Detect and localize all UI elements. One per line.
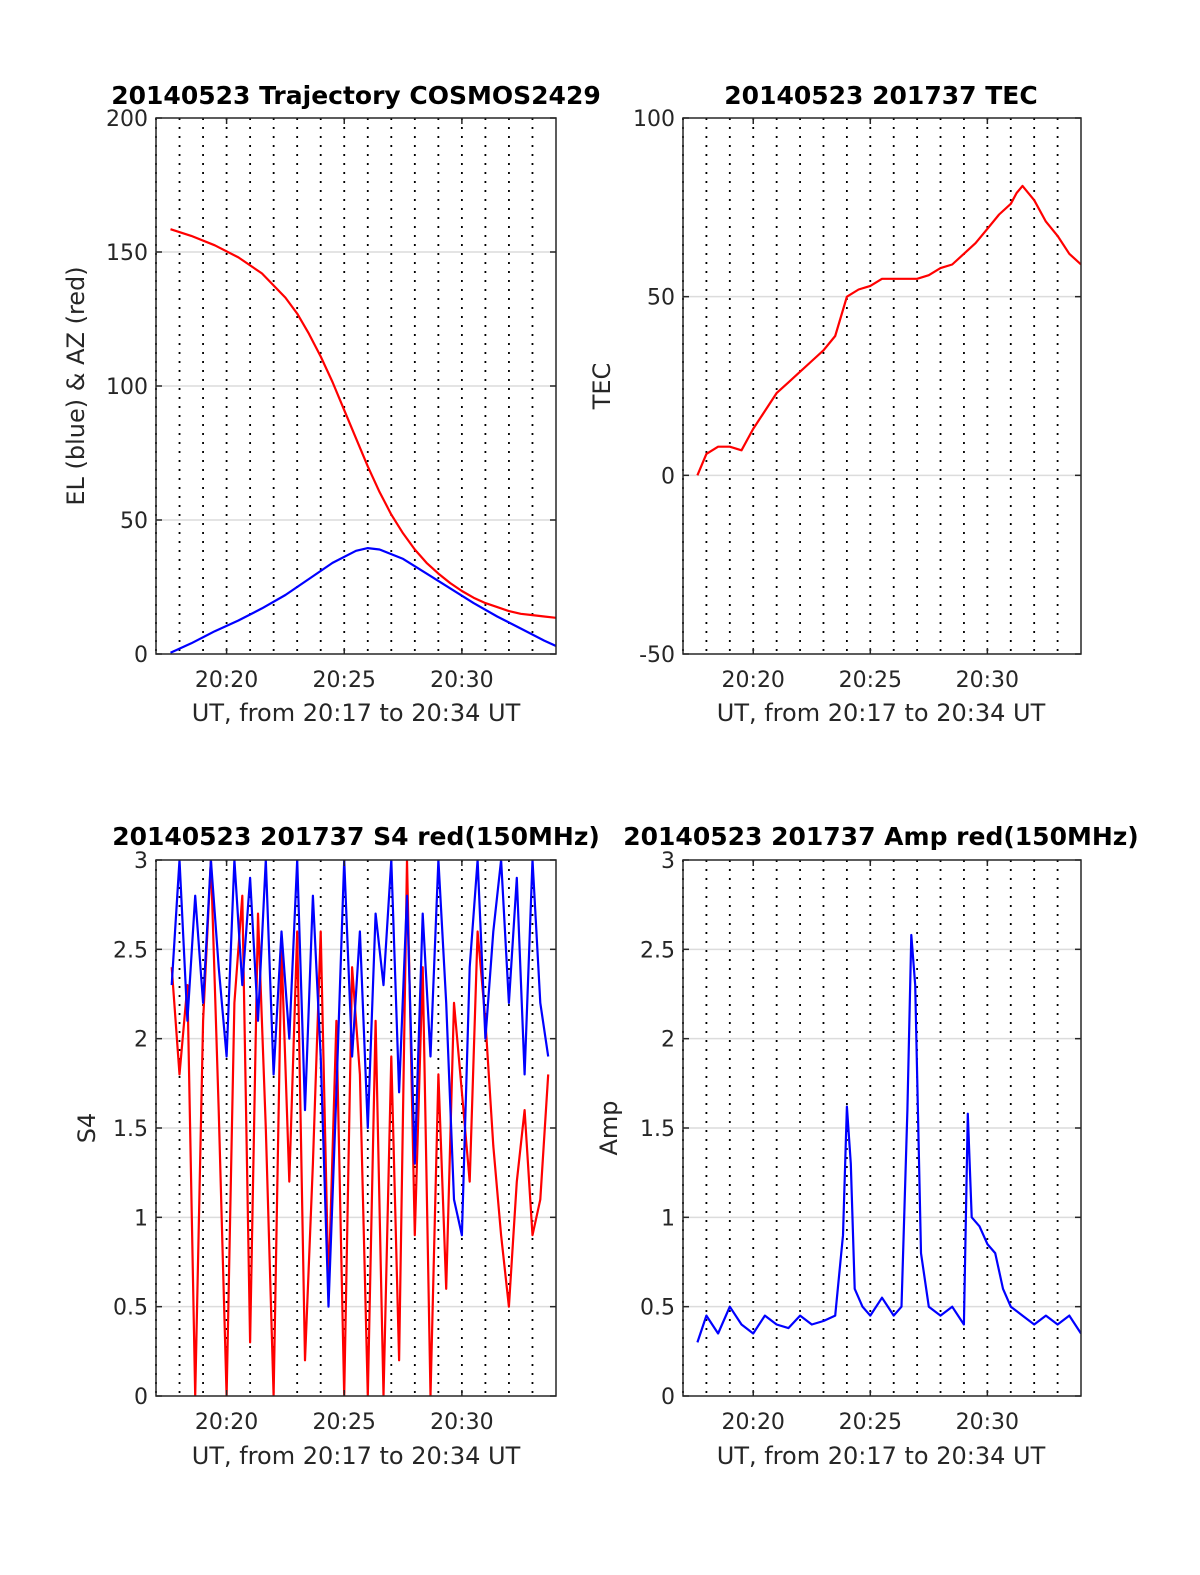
y-tick-label: 50 bbox=[120, 509, 148, 534]
x-tick-label: 20:20 bbox=[722, 1410, 785, 1435]
y-tick-label: 0.5 bbox=[640, 1296, 675, 1321]
x-axis-label: UT, from 20:17 to 20:34 UT bbox=[717, 699, 1046, 727]
x-axis-label: UT, from 20:17 to 20:34 UT bbox=[192, 699, 521, 727]
x-tick-label: 20:30 bbox=[956, 668, 1019, 693]
y-tick-label: 1.5 bbox=[640, 1117, 675, 1142]
y-tick-label: 150 bbox=[106, 241, 148, 266]
y-tick-label: -50 bbox=[639, 643, 675, 668]
x-tick-label: 20:30 bbox=[430, 1410, 493, 1435]
y-tick-label: 1 bbox=[134, 1206, 148, 1231]
y-axis-label: TEC bbox=[588, 363, 616, 411]
y-axis-label: S4 bbox=[73, 1113, 101, 1144]
series-line bbox=[696, 933, 1081, 1343]
series-line bbox=[170, 228, 556, 619]
x-tick-label: 20:25 bbox=[313, 668, 376, 693]
y-tick-label: 100 bbox=[106, 375, 148, 400]
x-tick-label: 20:25 bbox=[839, 668, 902, 693]
x-axis-label: UT, from 20:17 to 20:34 UT bbox=[192, 1442, 521, 1470]
y-axis-label: Amp bbox=[595, 1100, 623, 1155]
x-tick-label: 20:30 bbox=[430, 668, 493, 693]
x-axis-label: UT, from 20:17 to 20:34 UT bbox=[717, 1442, 1046, 1470]
series-line bbox=[696, 184, 1081, 476]
x-tick-label: 20:20 bbox=[195, 1410, 258, 1435]
y-tick-label: 0 bbox=[661, 464, 675, 489]
y-tick-label: 2 bbox=[134, 1028, 148, 1053]
y-tick-label: 200 bbox=[106, 107, 148, 132]
y-tick-label: 2.5 bbox=[113, 938, 148, 963]
y-tick-label: 2 bbox=[661, 1028, 675, 1053]
y-tick-label: 0 bbox=[661, 1385, 675, 1410]
series-line bbox=[170, 860, 550, 1308]
panel-amp: 20140523 201737 Amp red(150MHz) UT, from… bbox=[595, 822, 1139, 1470]
y-tick-label: 100 bbox=[633, 107, 675, 132]
panel-tec: 20140523 201737 TEC UT, from 20:17 to 20… bbox=[588, 81, 1082, 727]
y-tick-label: 0 bbox=[134, 1385, 148, 1410]
y-tick-label: 1 bbox=[661, 1206, 675, 1231]
series-line bbox=[170, 546, 556, 654]
y-tick-label: 0 bbox=[134, 643, 148, 668]
chart-title: 20140523 201737 S4 red(150MHz) bbox=[112, 822, 600, 851]
y-tick-label: 2.5 bbox=[640, 938, 675, 963]
y-axis-label: EL (blue) & AZ (red) bbox=[62, 266, 90, 505]
x-tick-label: 20:25 bbox=[839, 1410, 902, 1435]
y-tick-label: 3 bbox=[661, 849, 675, 874]
x-tick-label: 20:20 bbox=[722, 668, 785, 693]
y-tick-label: 0.5 bbox=[113, 1296, 148, 1321]
y-tick-label: 3 bbox=[134, 849, 148, 874]
x-tick-label: 20:25 bbox=[313, 1410, 376, 1435]
x-tick-label: 20:20 bbox=[195, 668, 258, 693]
chart-title: 20140523 201737 Amp red(150MHz) bbox=[623, 822, 1139, 851]
chart-title: 20140523 Trajectory COSMOS2429 bbox=[111, 81, 601, 110]
axes-frame bbox=[682, 117, 1082, 655]
panel-s4: 20140523 201737 S4 red(150MHz) UT, from … bbox=[73, 822, 600, 1470]
x-tick-label: 20:30 bbox=[956, 1410, 1019, 1435]
panel-trajectory: 20140523 Trajectory COSMOS2429 UT, from … bbox=[62, 81, 601, 727]
y-tick-label: 1.5 bbox=[113, 1117, 148, 1142]
y-tick-label: 50 bbox=[647, 286, 675, 311]
chart-title: 20140523 201737 TEC bbox=[724, 81, 1037, 110]
